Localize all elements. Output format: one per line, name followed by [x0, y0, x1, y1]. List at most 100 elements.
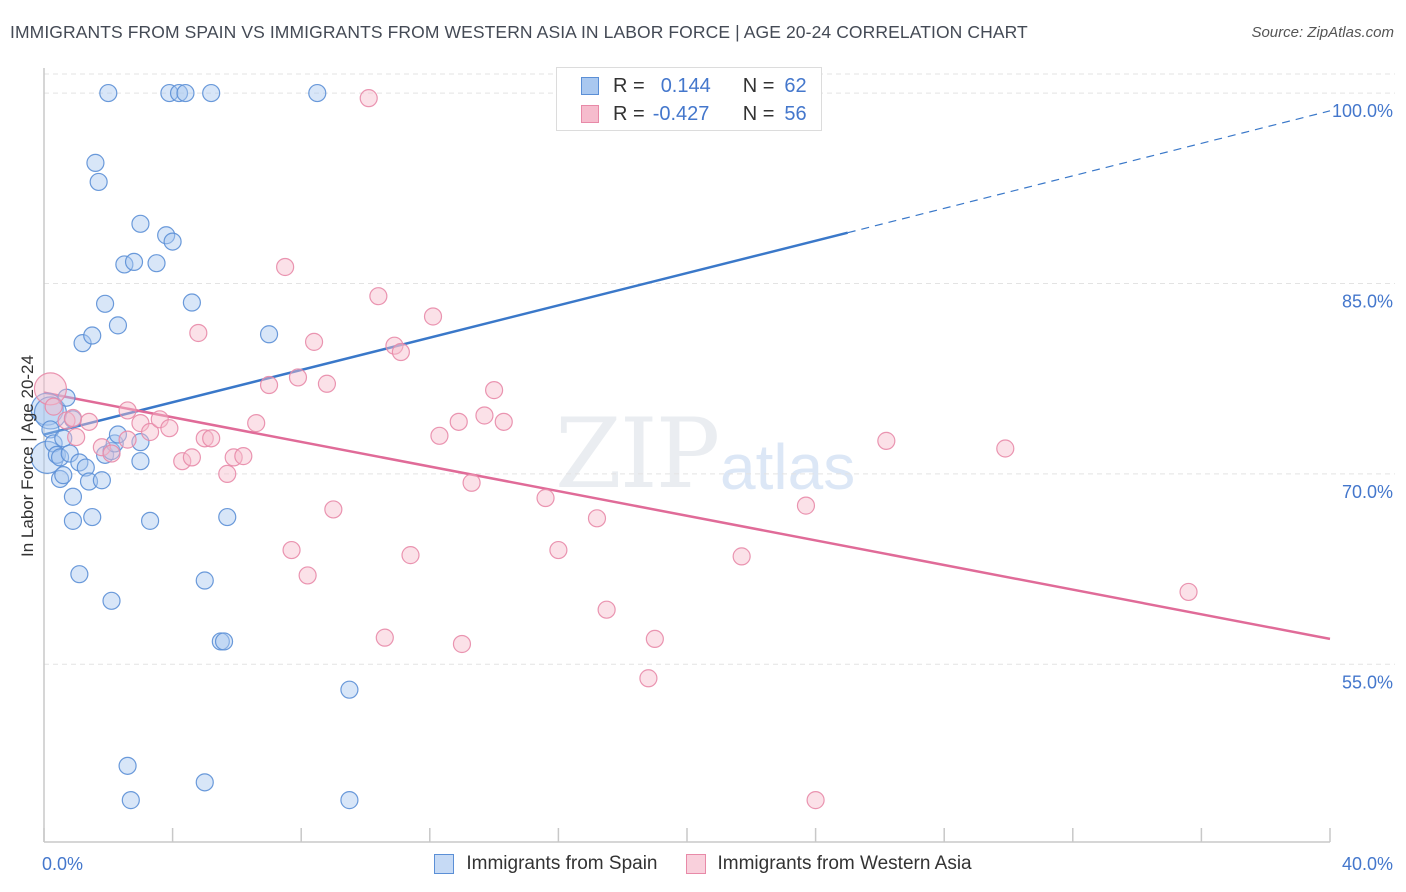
data-points [30, 83, 1198, 810]
x-tick-label-min: 0.0% [42, 854, 83, 874]
point-western-asia [288, 368, 308, 387]
axes [43, 68, 1331, 843]
point-western-asia [118, 401, 137, 420]
point-western-asia [182, 448, 201, 467]
source-credit: Source: ZipAtlas.com [1251, 24, 1394, 41]
legend-row-western-asia: R = -0.427 N = 56 [581, 101, 807, 127]
point-spain [131, 214, 150, 233]
point-spain [102, 591, 121, 610]
point-spain [63, 487, 83, 506]
point-spain [79, 472, 99, 491]
point-spain [54, 466, 73, 485]
y-axis-title: In Labor Force | Age 20-24 [18, 355, 37, 557]
point-spain [95, 294, 115, 313]
series-legend: Immigrants from Spain Immigrants from We… [0, 850, 1406, 878]
point-western-asia [452, 634, 472, 654]
point-spain [121, 791, 140, 810]
point-western-asia [160, 419, 179, 438]
chart-title: IMMIGRANTS FROM SPAIN VS IMMIGRANTS FROM… [10, 22, 1028, 42]
point-western-asia [494, 412, 513, 431]
point-western-asia [324, 500, 343, 519]
legend-swatch-spain [581, 77, 599, 95]
point-western-asia [597, 600, 616, 619]
legend-swatch-spain [434, 854, 455, 874]
legend-n-value-western-asia: 56 [784, 102, 807, 125]
point-western-asia [247, 414, 266, 433]
point-western-asia [485, 381, 504, 400]
point-western-asia [63, 408, 83, 428]
trend-lines [43, 110, 1331, 641]
point-western-asia [189, 323, 208, 343]
point-spain [92, 471, 111, 490]
legend-r-label: R = [613, 102, 645, 125]
legend-label-western-asia: Immigrants from Western Asia [717, 853, 972, 874]
gridlines [44, 73, 1395, 665]
y-tick-label: 85.0% [1342, 291, 1393, 311]
trend-line-spain-extension [847, 110, 1331, 234]
point-western-asia [645, 629, 664, 649]
point-western-asia [224, 448, 243, 467]
point-western-asia [996, 439, 1015, 458]
point-western-asia [796, 496, 816, 515]
point-western-asia [732, 547, 751, 566]
point-spain [89, 172, 108, 192]
point-spain [160, 83, 179, 103]
point-western-asia [44, 397, 63, 416]
point-western-asia [375, 628, 394, 647]
point-spain [76, 458, 95, 477]
point-spain [54, 429, 73, 448]
legend-n-label: N = [742, 102, 775, 125]
point-western-asia [475, 406, 494, 425]
legend-label-spain: Immigrants from Spain [466, 853, 658, 874]
point-western-asia [391, 342, 410, 362]
point-spain [140, 511, 160, 530]
point-spain [340, 680, 359, 699]
legend-item-spain[interactable]: Immigrants from Spain [434, 853, 658, 875]
y-tick-label: 55.0% [1342, 672, 1393, 692]
point-western-asia [67, 427, 86, 447]
point-western-asia [276, 257, 295, 277]
point-spain [214, 632, 234, 651]
point-spain [99, 83, 118, 103]
point-western-asia [449, 412, 468, 431]
point-western-asia [462, 473, 481, 492]
point-western-asia [298, 566, 317, 585]
legend-swatch-western-asia [581, 105, 599, 123]
point-western-asia [587, 509, 607, 528]
axis-labels: 55.0% 70.0% 85.0% 100.0% 0.0% 40.0% In Labor F… [18, 101, 1393, 874]
point-western-asia [317, 374, 337, 393]
correlation-legend: R = 0.144 N = 62 R = -0.427 N = 56 [556, 67, 822, 131]
point-spain [202, 83, 221, 103]
point-western-asia [202, 429, 221, 448]
point-spain [163, 232, 182, 251]
legend-r-value-western-asia: -0.427 [652, 102, 710, 125]
point-spain [108, 425, 128, 444]
trend-line-western-asia [43, 391, 1331, 641]
point-western-asia [195, 429, 214, 448]
point-spain [340, 791, 359, 810]
point-western-asia [536, 488, 555, 508]
trend-line-spain [43, 231, 849, 436]
legend-item-western-asia[interactable]: Immigrants from Western Asia [685, 853, 972, 875]
point-western-asia [639, 669, 658, 688]
point-western-asia [173, 452, 192, 471]
point-spain [86, 153, 105, 172]
point-western-asia [806, 791, 825, 810]
point-western-asia [304, 332, 324, 351]
point-western-asia [1179, 582, 1198, 602]
point-western-asia [102, 444, 121, 463]
point-western-asia [423, 307, 443, 326]
point-western-asia [140, 422, 160, 442]
point-spain [259, 325, 279, 344]
point-spain [108, 316, 128, 335]
point-western-asia [401, 546, 420, 565]
y-tick-label: 70.0% [1342, 482, 1393, 502]
point-western-asia [430, 426, 449, 445]
point-spain [176, 83, 195, 103]
point-western-asia [118, 430, 137, 449]
point-western-asia [369, 287, 388, 306]
point-spain [195, 773, 214, 792]
point-spain [73, 334, 92, 353]
point-spain [47, 445, 66, 464]
